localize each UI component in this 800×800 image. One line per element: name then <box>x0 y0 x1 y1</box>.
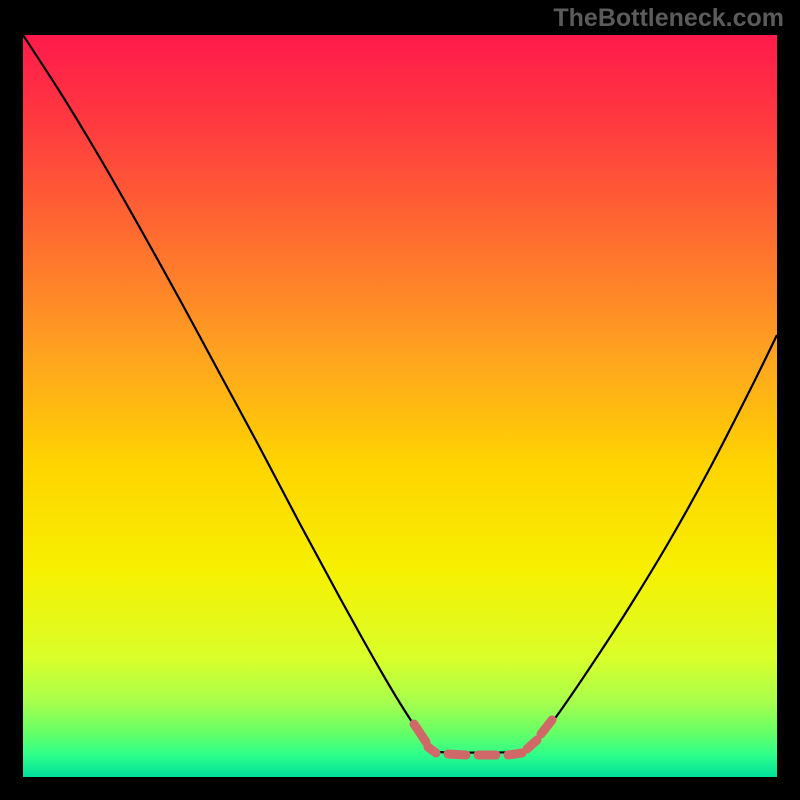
optimal-zone-dash <box>414 724 426 742</box>
optimal-zone-dash <box>448 754 466 755</box>
watermark-text: TheBottleneck.com <box>553 4 784 33</box>
optimal-zone-dash <box>508 753 522 755</box>
optimal-zone-dash <box>428 747 436 753</box>
curve-layer <box>0 0 800 800</box>
optimal-zone-dash <box>527 740 537 749</box>
optimal-zone-dash <box>541 720 552 734</box>
bottleneck-curve <box>23 35 777 753</box>
chart-container: TheBottleneck.com <box>0 0 800 800</box>
